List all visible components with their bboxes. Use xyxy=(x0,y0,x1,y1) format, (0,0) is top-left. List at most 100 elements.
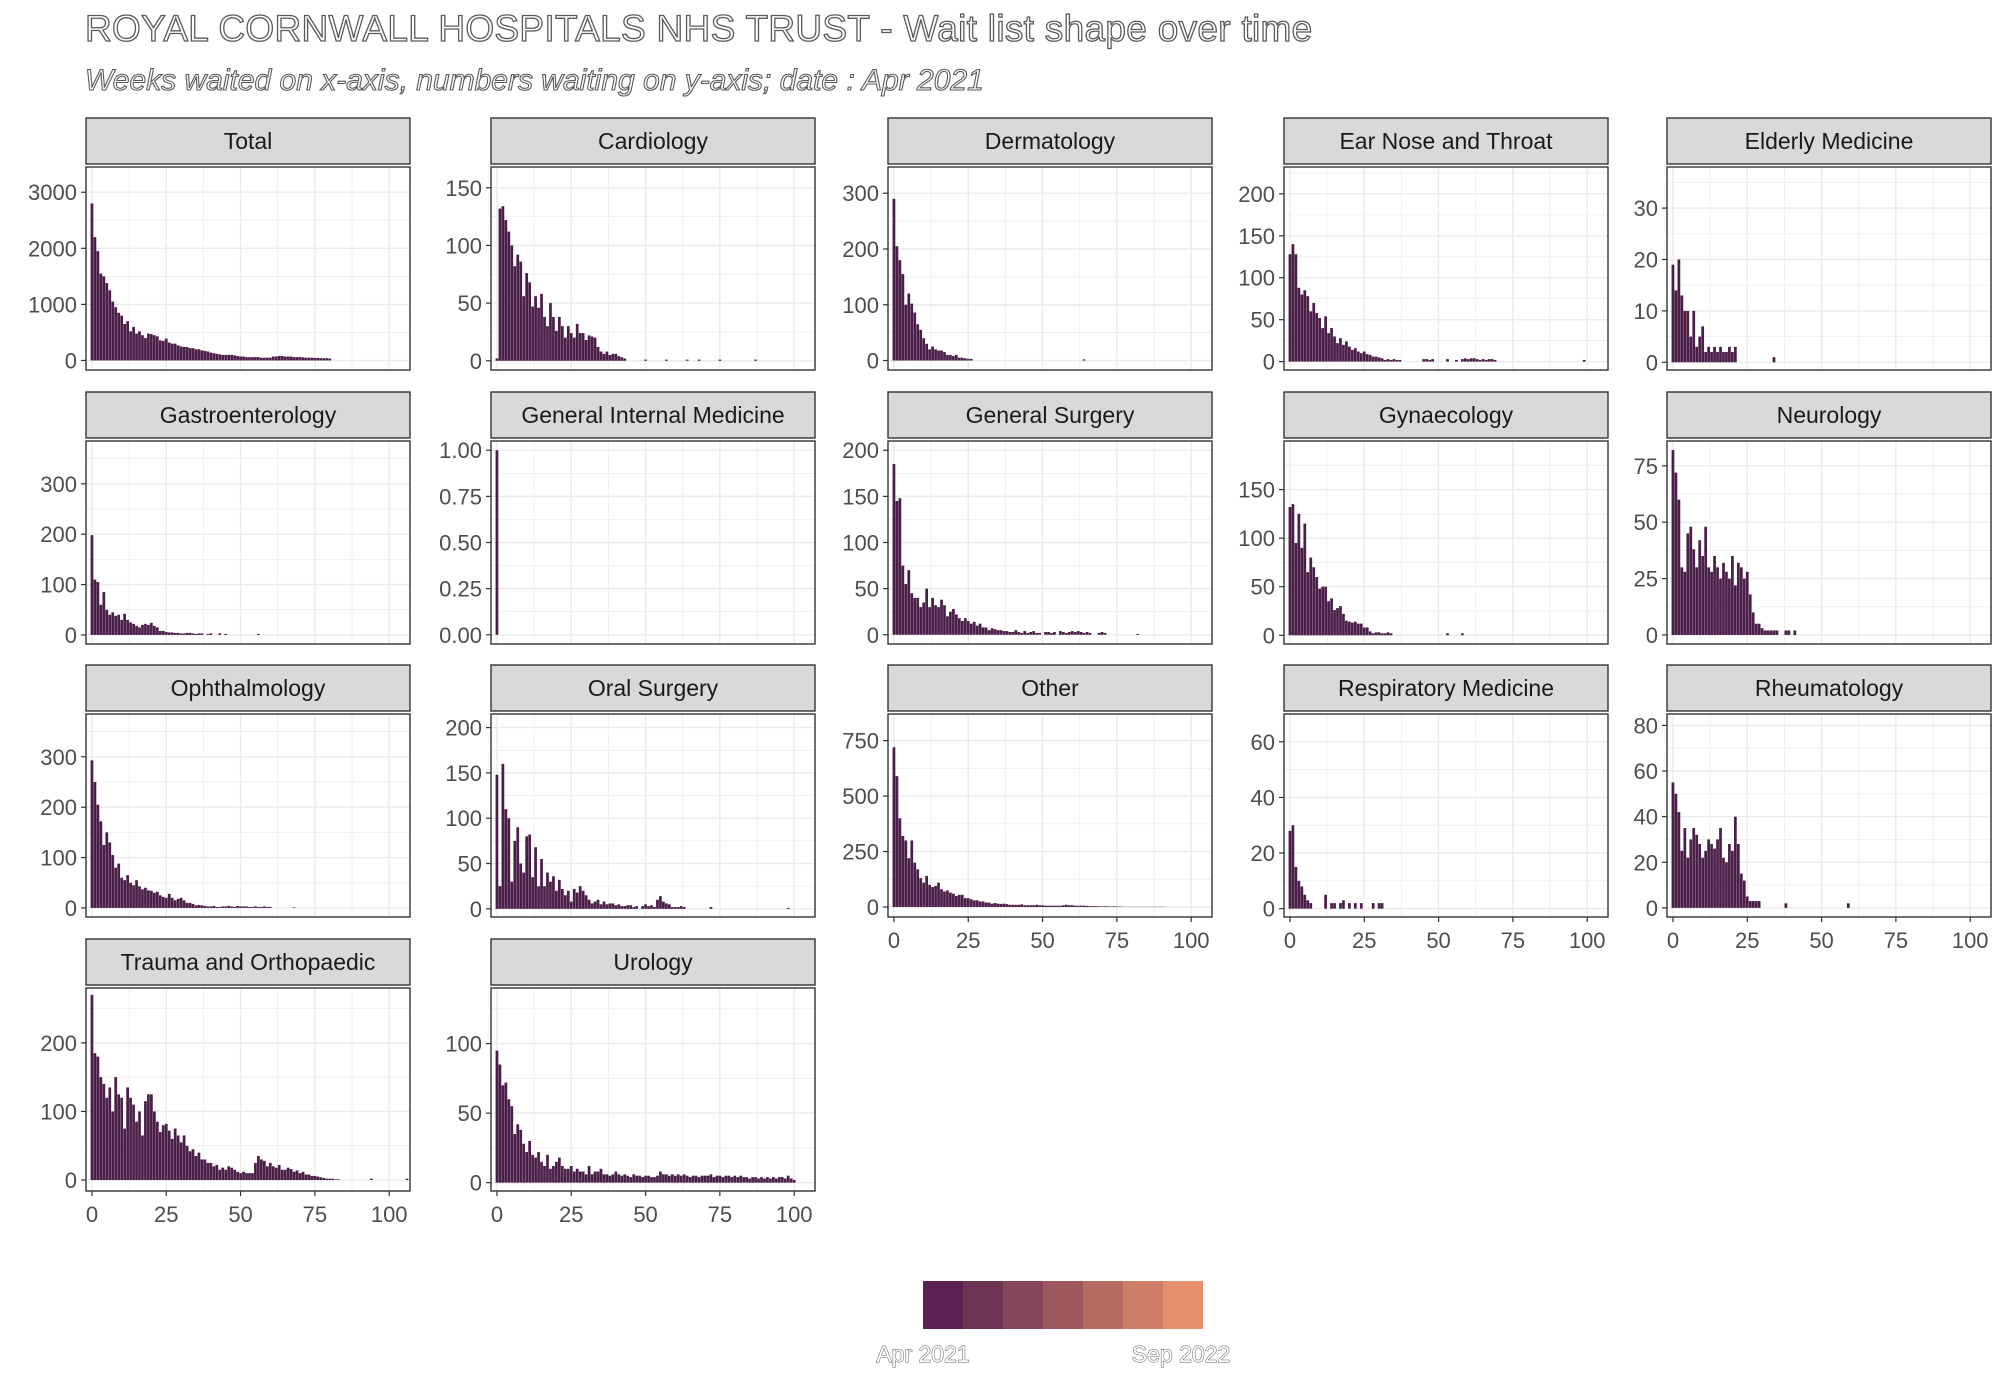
bar xyxy=(546,326,549,361)
x-tick-label: 0 xyxy=(86,1202,98,1227)
bar xyxy=(141,889,144,908)
bar xyxy=(1707,839,1710,908)
bar xyxy=(1731,556,1734,635)
bar xyxy=(158,630,162,635)
bar xyxy=(590,903,594,909)
bar xyxy=(507,818,511,909)
bar xyxy=(114,307,118,361)
bar xyxy=(1035,632,1038,635)
bar xyxy=(280,355,284,361)
bar xyxy=(176,345,180,361)
bar xyxy=(1070,631,1074,635)
bar xyxy=(1362,351,1366,362)
facet-other: Other 0 250 500 750 0 25 50 75 100 xyxy=(842,664,1213,953)
bar xyxy=(504,220,508,361)
bar xyxy=(132,326,135,361)
bar xyxy=(1350,349,1354,362)
bar xyxy=(495,358,499,361)
bar xyxy=(295,357,299,361)
bar xyxy=(164,631,168,635)
bar xyxy=(1368,354,1372,362)
bar xyxy=(105,283,109,361)
bar xyxy=(1067,905,1071,908)
bar xyxy=(614,353,618,361)
bar xyxy=(1689,839,1693,908)
bar xyxy=(1686,857,1690,908)
bar xyxy=(1029,632,1033,635)
bar xyxy=(1751,612,1755,635)
bar xyxy=(528,834,532,909)
bar xyxy=(150,622,153,635)
bar xyxy=(132,623,135,635)
y-tick-label: 0 xyxy=(867,623,879,648)
bar xyxy=(245,1173,248,1181)
bar xyxy=(555,1161,558,1183)
bar xyxy=(325,358,329,361)
bar xyxy=(1674,472,1678,635)
bar xyxy=(946,354,949,361)
bar xyxy=(1106,906,1110,908)
bar xyxy=(257,906,260,908)
bar xyxy=(138,627,141,635)
bar xyxy=(913,862,917,908)
bar xyxy=(120,877,124,908)
y-tick-label: 100 xyxy=(445,1032,482,1057)
facet-total: Total 0 1000 2000 3000 xyxy=(28,117,411,373)
bar xyxy=(161,630,165,635)
y-tick-label: 0 xyxy=(470,1171,482,1196)
bar xyxy=(602,353,606,361)
bar xyxy=(730,1177,734,1183)
bar xyxy=(203,350,207,361)
facet-oral-surgery: Oral Surgery 0 50 100 150 200 xyxy=(445,664,816,922)
bar xyxy=(135,1121,138,1181)
x-tick-label: 75 xyxy=(708,1202,732,1227)
bar xyxy=(117,1094,121,1181)
x-tick-label: 100 xyxy=(1569,928,1606,953)
bar xyxy=(218,1169,222,1181)
bar xyxy=(218,354,222,361)
bar xyxy=(578,333,582,361)
bar xyxy=(584,895,588,909)
bar xyxy=(972,900,976,908)
bar xyxy=(108,614,112,635)
bar xyxy=(934,885,937,908)
bar xyxy=(1380,903,1384,909)
bar xyxy=(1288,507,1292,636)
bar xyxy=(262,1160,266,1181)
bar xyxy=(268,906,272,908)
bar xyxy=(557,1157,561,1183)
bar xyxy=(260,906,263,908)
bar xyxy=(611,903,615,909)
facet-strip-label: Other xyxy=(1021,675,1079,701)
bar xyxy=(1763,630,1767,635)
bar xyxy=(1704,526,1708,635)
bar xyxy=(555,890,558,909)
bar xyxy=(313,357,317,361)
bar xyxy=(901,565,905,635)
bar xyxy=(1324,586,1327,636)
bar xyxy=(1059,905,1062,908)
bar xyxy=(218,906,222,908)
bar xyxy=(144,1101,147,1181)
bar xyxy=(667,1175,671,1183)
bar xyxy=(516,1124,520,1183)
bar xyxy=(108,842,112,908)
bar xyxy=(1038,632,1041,635)
bar xyxy=(1097,906,1101,908)
bar xyxy=(307,1174,311,1181)
facet-strip-label: Ear Nose and Throat xyxy=(1339,128,1553,154)
bar xyxy=(638,1175,641,1183)
bar xyxy=(99,1077,103,1181)
bar xyxy=(197,904,201,908)
y-tick-label: 300 xyxy=(842,181,879,206)
bar xyxy=(1460,359,1464,362)
bar xyxy=(724,1175,728,1183)
bar xyxy=(99,821,103,908)
bar xyxy=(1011,904,1015,908)
bar xyxy=(90,994,94,1181)
facet-strip-label: Dermatology xyxy=(985,128,1116,154)
bar xyxy=(504,809,508,909)
bar xyxy=(1348,621,1351,636)
bar xyxy=(322,1177,326,1181)
bar xyxy=(185,632,189,635)
